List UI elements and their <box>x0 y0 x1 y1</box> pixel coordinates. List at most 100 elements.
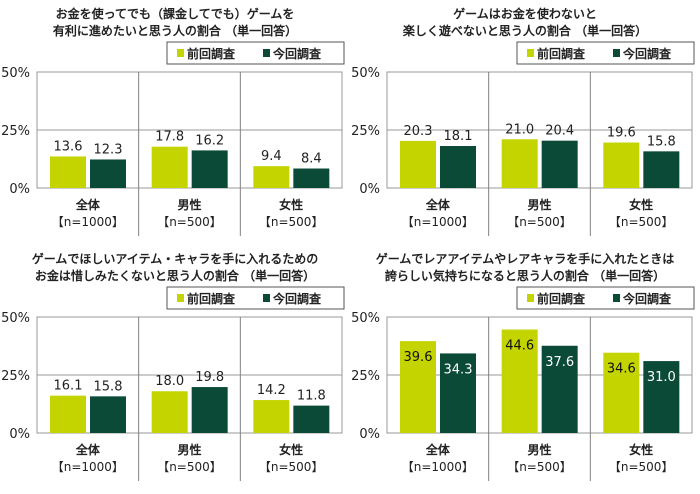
data-label: 21.0 <box>505 122 534 137</box>
bar <box>603 142 640 188</box>
y-tick-label: 50% <box>1 66 30 81</box>
bar <box>400 341 436 433</box>
chart-title-line: お金を使ってでも（課金してでも）ゲームを <box>56 6 295 21</box>
category-label: 【n=500】 <box>609 460 674 474</box>
category-label: 【n=1000】 <box>402 460 474 474</box>
data-label: 14.2 <box>257 383 286 398</box>
bar <box>50 395 86 433</box>
bar <box>253 400 290 433</box>
category-label: 【n=500】 <box>157 215 222 229</box>
legend-label: 前回調査 <box>537 291 586 306</box>
legend-label: 前回調査 <box>537 46 586 61</box>
data-label: 15.8 <box>647 134 676 149</box>
y-tick-label: 0% <box>9 427 30 442</box>
legend-swatch <box>177 49 184 57</box>
legend-label: 今回調査 <box>622 291 672 306</box>
legend-label: 前回調査 <box>187 291 236 306</box>
legend-box <box>516 41 695 65</box>
data-label: 34.3 <box>444 362 473 377</box>
data-label: 9.4 <box>261 149 282 164</box>
chart-title-line: 誇らしい気持ちになると思う人の割合 （単一回答） <box>385 268 665 283</box>
chart-4: ゲームでレアアイテムやレアキャラを手に入れたときは 誇らしい気持ちになると思う人の… <box>350 245 700 490</box>
category-label: 全体 <box>75 197 101 212</box>
bar <box>603 352 640 433</box>
chart-3-svg: ゲームでほしいアイテム・キャラを手に入れるためのお金は惜しみたくないと思う人の割… <box>1 251 345 481</box>
legend-label: 今回調査 <box>622 46 672 61</box>
data-label: 8.4 <box>301 152 322 167</box>
legend-box <box>516 286 695 310</box>
data-label: 13.6 <box>54 139 83 154</box>
data-label: 19.8 <box>195 370 224 385</box>
bar <box>151 146 188 188</box>
legend-box <box>166 41 345 65</box>
y-tick-label: 50% <box>1 311 30 326</box>
y-tick-label: 0% <box>359 182 380 197</box>
category-label: 男性 <box>177 197 201 212</box>
data-label: 44.6 <box>505 339 534 354</box>
data-label: 18.0 <box>155 374 184 389</box>
chart-title-line: ゲームはお金を使わないと <box>453 6 597 21</box>
legend-swatch <box>263 294 270 302</box>
data-label: 17.8 <box>155 130 184 145</box>
bar <box>440 146 476 188</box>
data-label: 20.4 <box>545 124 574 139</box>
category-label: 男性 <box>177 442 201 457</box>
bar <box>501 139 538 188</box>
y-tick-label: 0% <box>359 427 380 442</box>
bar <box>643 361 680 433</box>
bar <box>90 159 126 188</box>
chart-title-line: 有利に進めたいと思う人の割合 （単一回答） <box>53 23 297 38</box>
bar <box>191 150 228 188</box>
legend-swatch <box>263 49 270 57</box>
legend-label: 今回調査 <box>272 46 322 61</box>
category-label: 全体 <box>425 442 451 457</box>
category-label: 【n=1000】 <box>52 460 124 474</box>
chart-4-svg: ゲームでレアアイテムやレアキャラを手に入れたときは誇らしい気持ちになると思う人の… <box>351 251 695 481</box>
bar <box>643 151 680 188</box>
chart-title-line: 楽しく遊べないと思う人の割合 （単一回答） <box>403 23 647 38</box>
category-label: 【n=500】 <box>609 215 674 229</box>
y-tick-label: 25% <box>1 369 30 384</box>
data-label: 34.6 <box>607 362 636 377</box>
bar <box>440 353 476 433</box>
category-label: 【n=1000】 <box>52 215 124 229</box>
data-label: 19.6 <box>607 126 636 141</box>
bar <box>151 391 188 433</box>
y-tick-label: 25% <box>351 369 380 384</box>
chart-title-line: ゲームでレアアイテムやレアキャラを手に入れたときは <box>376 251 674 266</box>
chart-title-line: ゲームでほしいアイテム・キャラを手に入れるための <box>32 251 318 266</box>
legend-swatch <box>527 294 534 302</box>
category-label: 女性 <box>629 442 653 457</box>
y-tick-label: 0% <box>9 182 30 197</box>
legend-label: 今回調査 <box>272 291 322 306</box>
bar <box>541 140 578 188</box>
chart-title-line: お金は惜しみたくないと思う人の割合 （単一回答） <box>35 268 315 283</box>
legend-label: 前回調査 <box>187 46 236 61</box>
data-label: 37.6 <box>545 355 574 370</box>
category-label: 【n=500】 <box>507 215 572 229</box>
data-label: 39.6 <box>404 350 433 365</box>
legend-swatch <box>613 294 620 302</box>
bar <box>90 396 126 433</box>
data-label: 16.1 <box>54 379 83 394</box>
bar <box>50 156 86 188</box>
category-label: 男性 <box>527 197 551 212</box>
category-label: 女性 <box>279 197 303 212</box>
data-label: 12.3 <box>94 142 123 157</box>
y-tick-label: 25% <box>351 124 380 139</box>
category-label: 女性 <box>629 197 653 212</box>
bar <box>501 329 538 433</box>
data-label: 31.0 <box>647 370 676 385</box>
chart-2: ゲームはお金を使わないと楽しく遊べないと思う人の割合 （単一回答） 前回調査 今回調… <box>350 0 700 245</box>
y-tick-label: 50% <box>351 66 380 81</box>
category-label: 全体 <box>425 197 451 212</box>
data-label: 20.3 <box>404 124 433 139</box>
bar <box>191 387 228 433</box>
bar <box>253 166 290 188</box>
category-label: 【n=500】 <box>507 460 572 474</box>
data-label: 11.8 <box>297 389 326 404</box>
bar <box>293 168 330 188</box>
legend-box <box>166 286 345 310</box>
category-label: 【n=500】 <box>259 460 324 474</box>
